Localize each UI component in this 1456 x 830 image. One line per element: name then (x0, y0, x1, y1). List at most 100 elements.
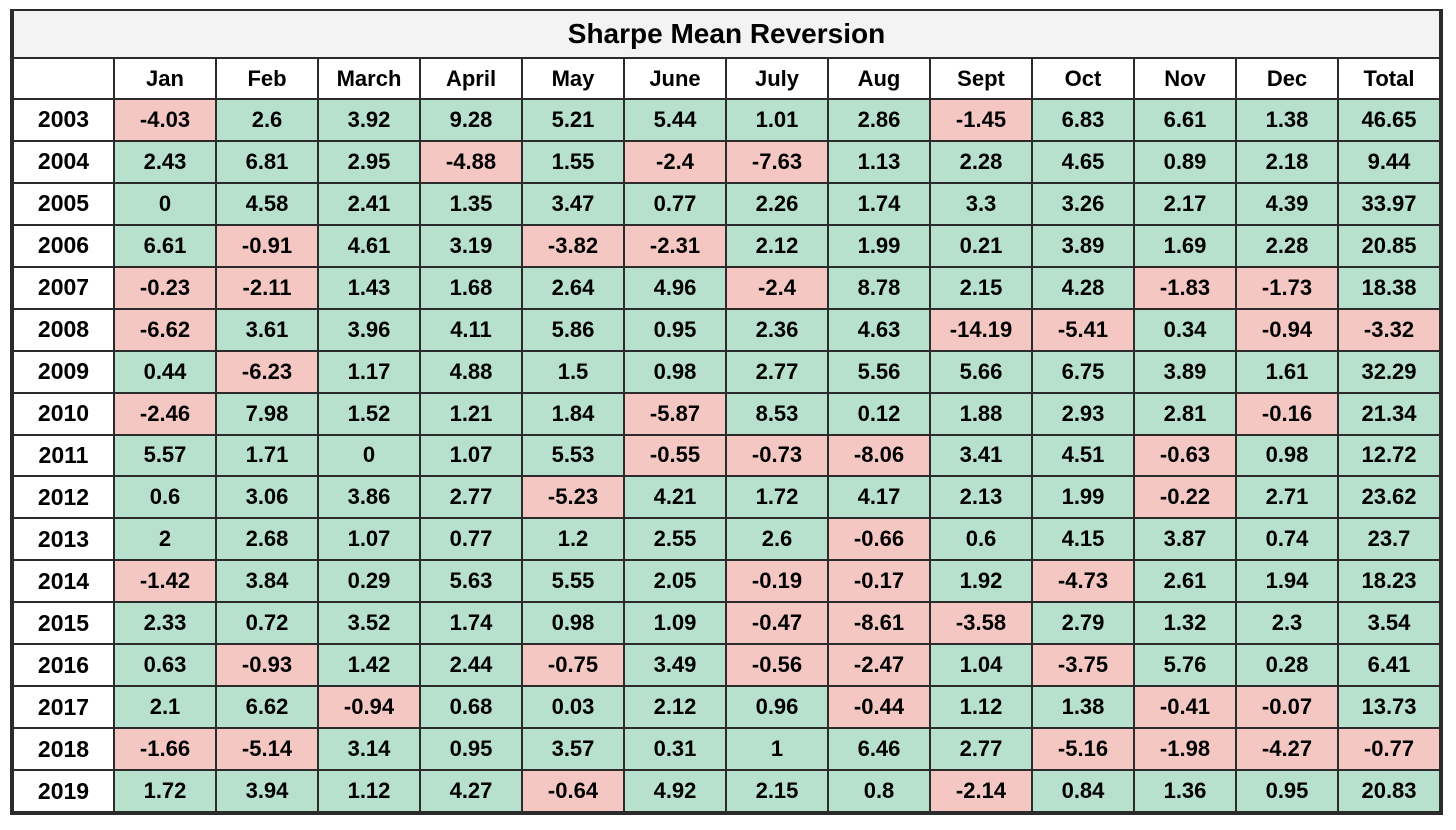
row-year-label: 2005 (12, 181, 115, 226)
value-cell: 1.32 (1133, 601, 1237, 646)
total-cell: 46.65 (1337, 98, 1441, 142)
value-cell: 2.1 (113, 685, 217, 730)
value-cell: 0.29 (317, 559, 421, 604)
value-cell: -2.47 (827, 643, 931, 688)
value-cell: 0.89 (1133, 139, 1237, 184)
value-cell: 0.31 (623, 727, 727, 771)
value-cell: 1.72 (113, 769, 217, 813)
value-cell: 2.12 (725, 223, 829, 268)
value-cell: -2.14 (929, 769, 1033, 813)
returns-table-frame: Sharpe Mean Reversion Jan Feb March April Ma… (10, 9, 1443, 815)
row-year-label: 2008 (12, 307, 115, 352)
value-cell: 3.94 (215, 769, 319, 813)
value-cell: 3.87 (1133, 517, 1237, 562)
value-cell: -4.88 (419, 139, 523, 184)
value-cell: -8.61 (827, 601, 931, 646)
value-cell: 2.93 (1031, 391, 1135, 436)
value-cell: 2.77 (725, 349, 829, 394)
value-cell: 2.15 (929, 265, 1033, 310)
value-cell: 4.17 (827, 475, 931, 520)
value-cell: 4.39 (1235, 181, 1339, 226)
value-cell: -5.16 (1031, 727, 1135, 771)
row-year-label: 2009 (12, 349, 115, 394)
value-cell: -0.23 (113, 265, 217, 310)
value-cell: 2.6 (215, 98, 319, 142)
value-cell: -1.42 (113, 559, 217, 604)
column-header-nov: Nov (1133, 57, 1237, 100)
value-cell: 2.71 (1235, 475, 1339, 520)
table-row: 2009 0.44 -6.23 1.17 4.88 1.5 0.98 2.77 5.56 5.66… (12, 349, 1441, 394)
value-cell: 1.99 (827, 223, 931, 268)
value-cell: 1.17 (317, 349, 421, 394)
total-cell: 33.97 (1337, 181, 1441, 226)
value-cell: -0.91 (215, 223, 319, 268)
value-cell: 5.66 (929, 349, 1033, 394)
value-cell: 0.96 (725, 685, 829, 730)
table-row: 2017 2.1 6.62 -0.94 0.68 0.03 2.12 0.96 -0.44 1.1… (12, 685, 1441, 730)
value-cell: -2.4 (623, 139, 727, 184)
header-corner (12, 57, 115, 100)
value-cell: 2.15 (725, 769, 829, 813)
value-cell: 3.19 (419, 223, 523, 268)
value-cell: -1.73 (1235, 265, 1339, 310)
value-cell: 2.41 (317, 181, 421, 226)
value-cell: -3.58 (929, 601, 1033, 646)
value-cell: 6.61 (1133, 98, 1237, 142)
value-cell: 4.51 (1031, 433, 1135, 478)
row-year-label: 2012 (12, 475, 115, 520)
value-cell: 1.88 (929, 391, 1033, 436)
value-cell: 1.38 (1031, 685, 1135, 730)
value-cell: 0.74 (1235, 517, 1339, 562)
value-cell: 3.52 (317, 601, 421, 646)
table-row: 2016 0.63 -0.93 1.42 2.44 -0.75 3.49 -0.56 -2.47… (12, 643, 1441, 688)
total-cell: 6.41 (1337, 643, 1441, 688)
table-row: 2019 1.72 3.94 1.12 4.27 -0.64 4.92 2.15 0.8 -2.1… (12, 769, 1441, 813)
value-cell: 0.28 (1235, 643, 1339, 688)
value-cell: 5.76 (1133, 643, 1237, 688)
column-header-may: May (521, 57, 625, 100)
value-cell: 2.64 (521, 265, 625, 310)
value-cell: -0.94 (1235, 307, 1339, 352)
value-cell: 1.5 (521, 349, 625, 394)
value-cell: -0.55 (623, 433, 727, 478)
value-cell: -0.75 (521, 643, 625, 688)
table-body: 2003 -4.03 2.6 3.92 9.28 5.21 5.44 1.01 2.86 -1.4… (12, 98, 1441, 813)
value-cell: 5.57 (113, 433, 217, 478)
value-cell: 1 (725, 727, 829, 771)
value-cell: 6.81 (215, 139, 319, 184)
value-cell: 0.44 (113, 349, 217, 394)
value-cell: 0.63 (113, 643, 217, 688)
column-header-row: Jan Feb March April May June July Aug Sept Oct Nov… (12, 57, 1441, 100)
value-cell: -1.83 (1133, 265, 1237, 310)
value-cell: -0.22 (1133, 475, 1237, 520)
row-year-label: 2004 (12, 139, 115, 184)
value-cell: 2.33 (113, 601, 217, 646)
value-cell: 1.2 (521, 517, 625, 562)
value-cell: 1.21 (419, 391, 523, 436)
value-cell: 4.63 (827, 307, 931, 352)
value-cell: 2.18 (1235, 139, 1339, 184)
value-cell: 3.41 (929, 433, 1033, 478)
value-cell: 2.43 (113, 139, 217, 184)
column-header-sept: Sept (929, 57, 1033, 100)
value-cell: 3.06 (215, 475, 319, 520)
total-cell: 32.29 (1337, 349, 1441, 394)
row-year-label: 2006 (12, 223, 115, 268)
column-header-oct: Oct (1031, 57, 1135, 100)
value-cell: 2.6 (725, 517, 829, 562)
table-row: 2007 -0.23 -2.11 1.43 1.68 2.64 4.96 -2.4 8.78 2.… (12, 265, 1441, 310)
value-cell: -0.41 (1133, 685, 1237, 730)
value-cell: 0.6 (929, 517, 1033, 562)
value-cell: 1.99 (1031, 475, 1135, 520)
value-cell: 2.13 (929, 475, 1033, 520)
value-cell: 1.12 (929, 685, 1033, 730)
value-cell: 2.61 (1133, 559, 1237, 604)
value-cell: 4.15 (1031, 517, 1135, 562)
value-cell: 0.77 (623, 181, 727, 226)
value-cell: -7.63 (725, 139, 829, 184)
value-cell: -8.06 (827, 433, 931, 478)
total-cell: 20.83 (1337, 769, 1441, 813)
value-cell: 3.92 (317, 98, 421, 142)
row-year-label: 2019 (12, 769, 115, 813)
total-cell: 18.38 (1337, 265, 1441, 310)
